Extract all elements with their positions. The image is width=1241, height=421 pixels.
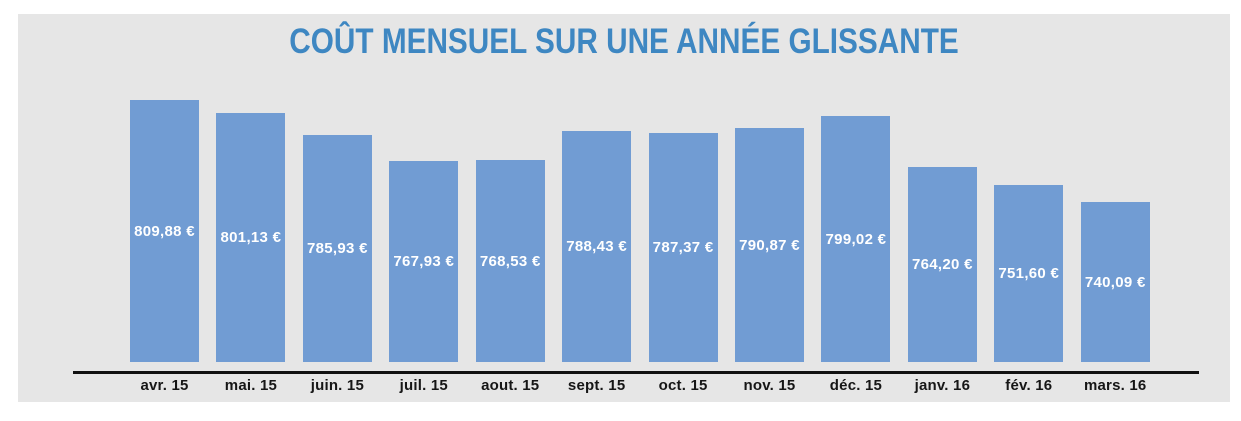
x-axis-tick-label: juil. 15 (399, 377, 448, 394)
x-axis-line (73, 370, 1199, 374)
bar: 809,88 € (130, 99, 199, 363)
chart-title: COÛT MENSUEL SUR UNE ANNÉE GLISSANTE (289, 22, 959, 61)
bar-value-label: 785,93 € (306, 240, 368, 258)
x-axis-tick-label: mars. 16 (1083, 377, 1147, 394)
x-axis-tick-label: avr. 15 (140, 377, 189, 394)
bar: 788,43 € (562, 131, 632, 363)
x-axis-tick-label: oct. 15 (658, 377, 708, 394)
x-axis-tick-label: aout. 15 (481, 377, 540, 394)
bar-value-label: 799,02 € (825, 230, 887, 248)
bar-value-label: 751,60 € (998, 265, 1060, 283)
bar: 767,93 € (389, 161, 459, 363)
x-axis-tick-label: déc. 15 (829, 377, 883, 394)
bar: 740,09 € (1080, 201, 1150, 363)
bar: 764,20 € (907, 166, 977, 363)
bar-value-label: 801,13 € (220, 229, 282, 247)
bar-value-label: 790,87 € (739, 236, 800, 254)
bar: 790,87 € (735, 127, 804, 363)
x-axis-tick-label: fév. 16 (1005, 377, 1053, 394)
x-axis-tick-label: juin. 15 (310, 377, 364, 394)
bar-value-label: 788,43 € (566, 238, 628, 256)
bar-value-label: 767,93 € (393, 253, 455, 271)
bar-value-label: 764,20 € (911, 256, 973, 274)
x-axis-tick-label: mai. 15 (224, 377, 278, 394)
bar-value-label: 809,88 € (134, 222, 195, 240)
x-axis-tick-label: nov. 15 (743, 377, 796, 394)
bar: 768,53 € (475, 160, 545, 363)
bar-value-label: 768,53 € (479, 252, 541, 270)
bar: 785,93 € (302, 134, 372, 363)
bar-chart-plot: 809,88 € avr. 15 801,13 € mai. 15 785,93 € ju… (18, 14, 1230, 402)
bar: 799,02 € (821, 115, 891, 363)
x-axis-tick-label: janv. 16 (914, 377, 971, 394)
bar-value-label: 740,09 € (1084, 273, 1146, 291)
chart-panel: COÛT MENSUEL SUR UNE ANNÉE GLISSANTE 809… (18, 14, 1230, 402)
bar: 801,13 € (216, 112, 286, 363)
bar-value-label: 787,37 € (652, 239, 714, 257)
bar: 787,37 € (648, 132, 718, 363)
x-axis-tick-label: sept. 15 (567, 377, 626, 394)
bar: 751,60 € (994, 185, 1064, 363)
